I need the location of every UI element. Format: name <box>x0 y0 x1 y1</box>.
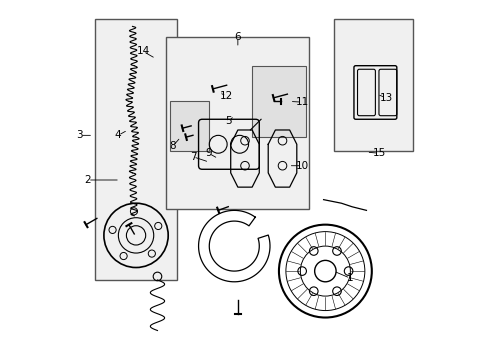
Bar <box>95 19 177 280</box>
Text: 8: 8 <box>170 141 176 151</box>
Text: 13: 13 <box>379 93 392 103</box>
Text: 11: 11 <box>295 97 309 107</box>
Bar <box>170 102 209 152</box>
Bar <box>334 19 413 152</box>
Text: 10: 10 <box>295 161 309 171</box>
Text: 6: 6 <box>235 32 241 42</box>
Text: 7: 7 <box>190 152 196 162</box>
Text: 1: 1 <box>347 273 354 283</box>
Bar <box>167 37 309 208</box>
Text: 9: 9 <box>205 148 212 158</box>
Text: 2: 2 <box>84 175 91 185</box>
Text: 3: 3 <box>76 130 83 140</box>
Text: 14: 14 <box>137 46 150 57</box>
Text: 4: 4 <box>115 130 122 140</box>
Text: 12: 12 <box>220 91 233 101</box>
Bar <box>252 66 306 137</box>
Text: 15: 15 <box>372 148 386 158</box>
Text: 5: 5 <box>225 116 232 126</box>
